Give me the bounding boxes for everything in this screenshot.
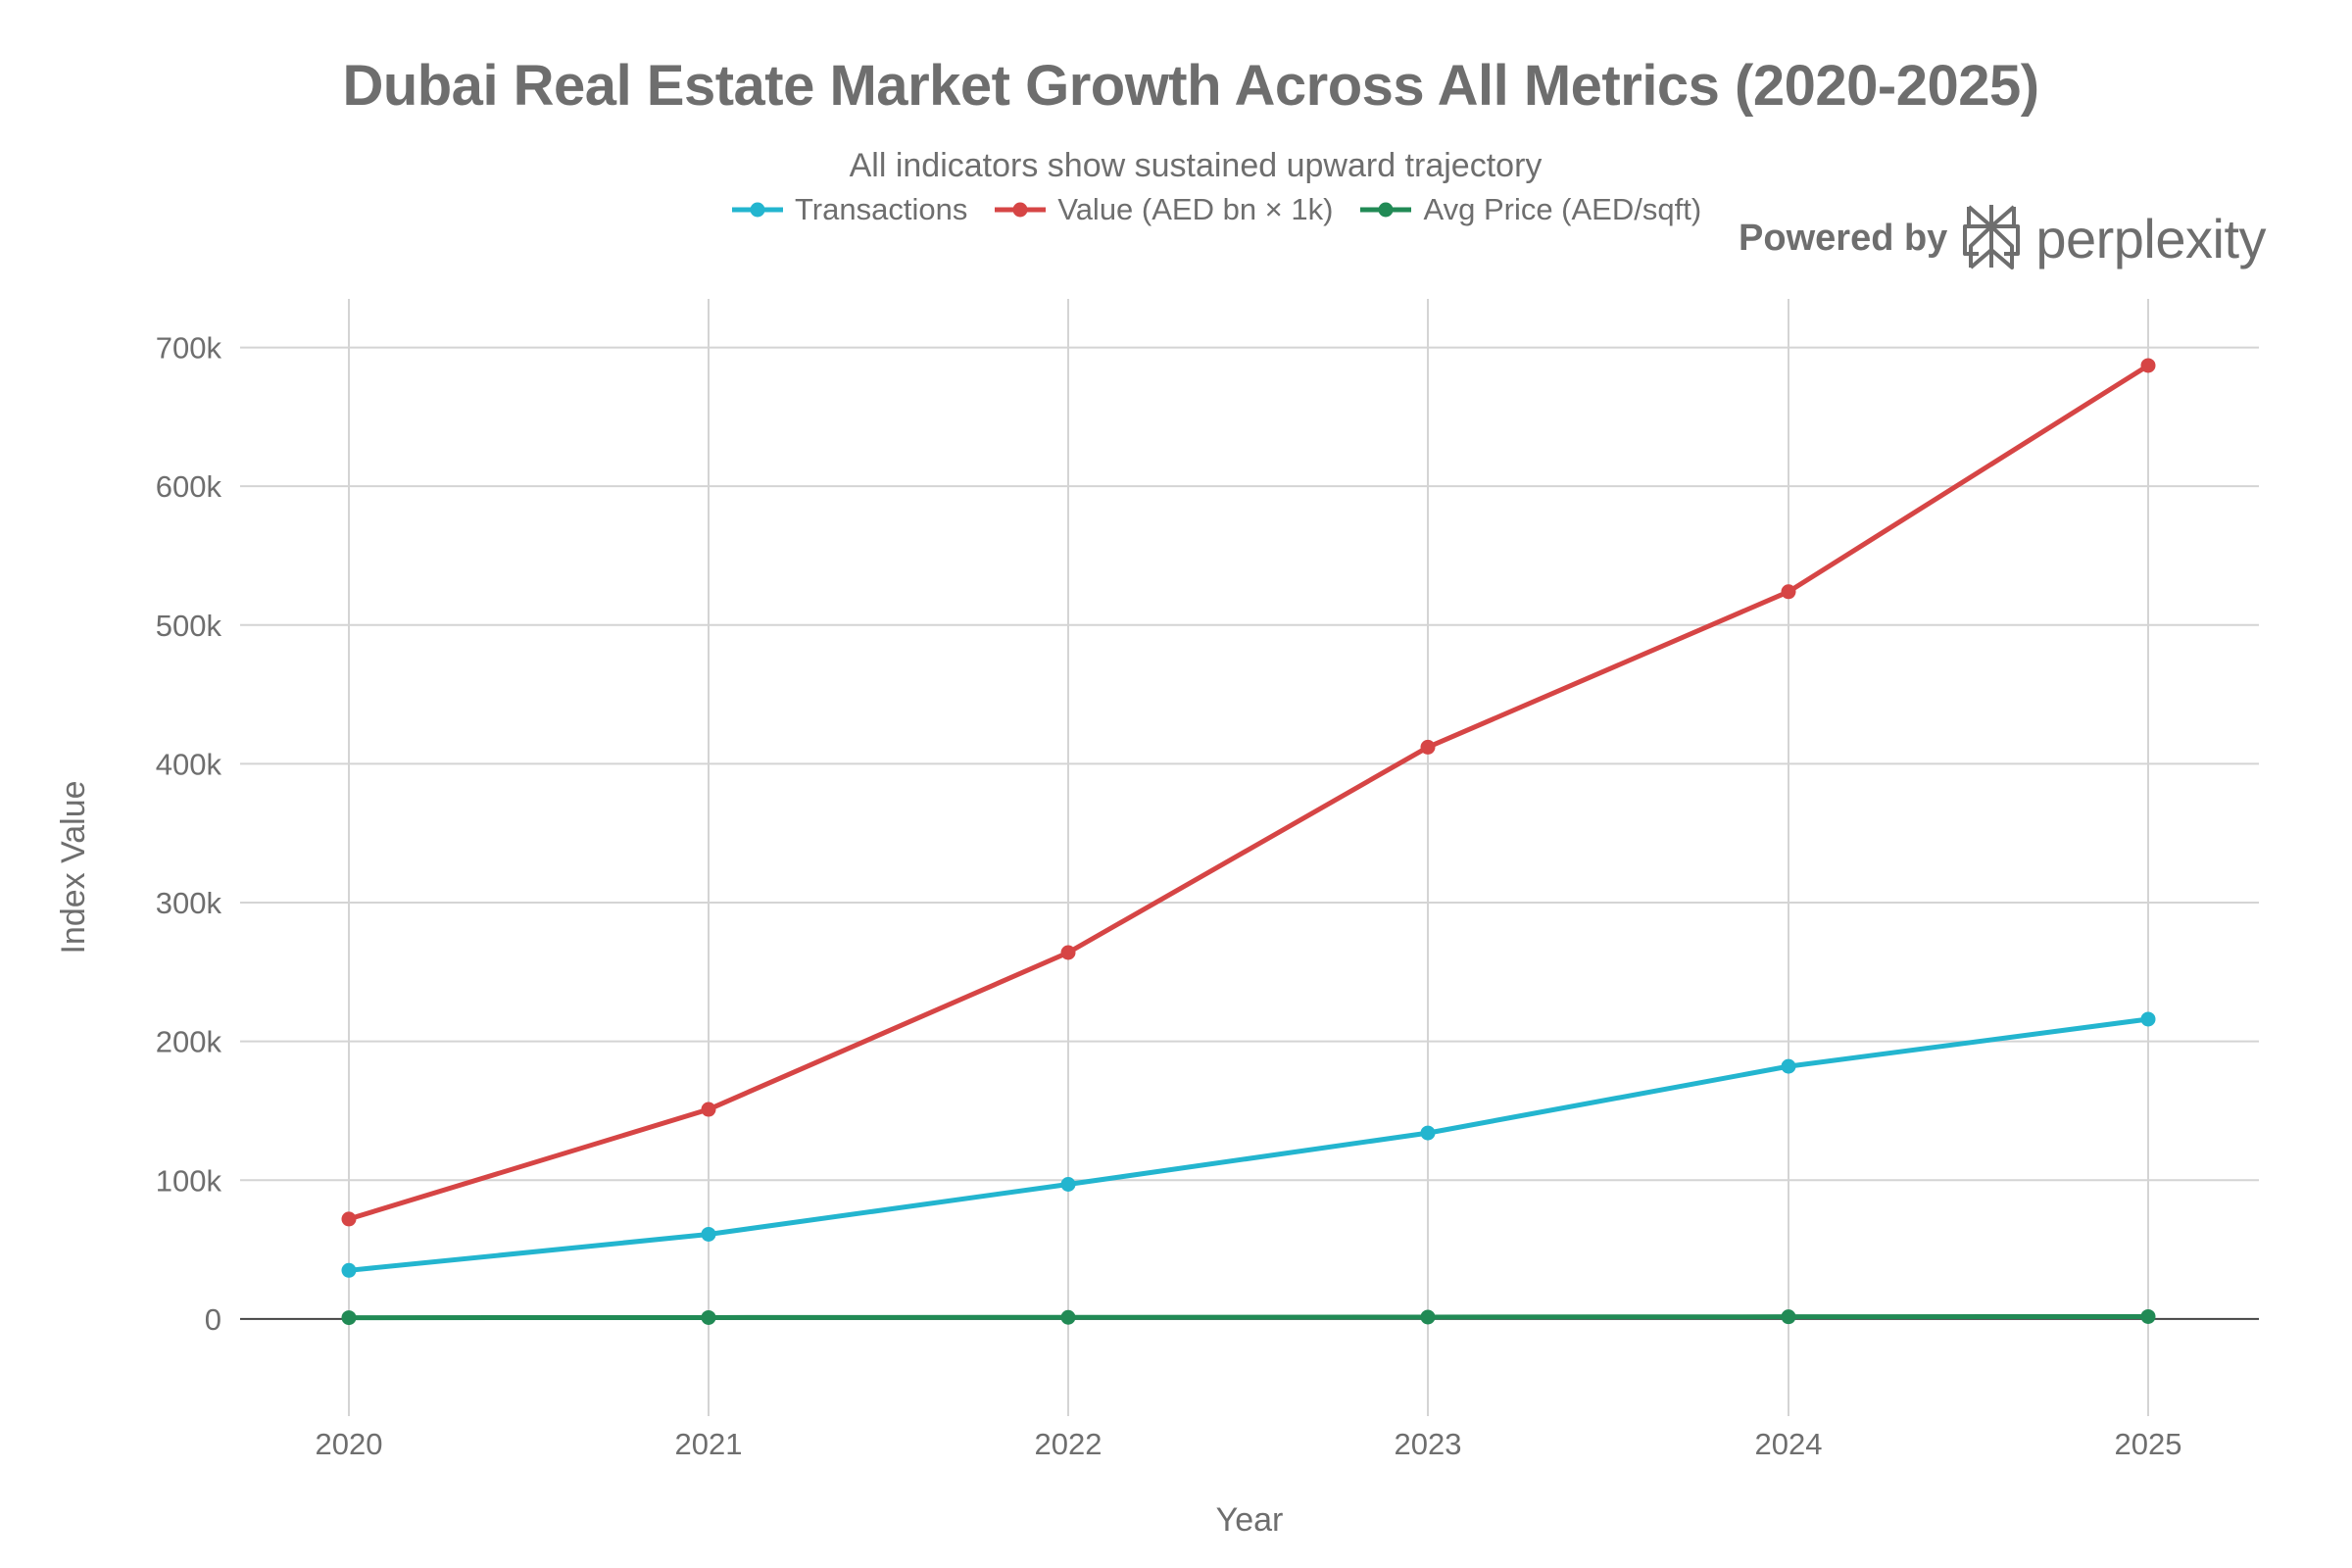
y-tick-label: 500k <box>156 609 222 643</box>
y-tick-label: 700k <box>156 331 222 366</box>
legend-swatch <box>1360 202 1412 218</box>
legend-item[interactable]: Transactions <box>730 192 967 227</box>
legend-item[interactable]: Avg Price (AED/sqft) <box>1358 192 1701 227</box>
data-point <box>341 1262 357 1278</box>
legend-label: Value (AED bn × 1k) <box>1057 192 1334 226</box>
legend-item[interactable]: Value (AED bn × 1k) <box>993 192 1333 227</box>
data-point <box>1781 584 1796 600</box>
data-point <box>701 1226 716 1242</box>
legend-label: Avg Price (AED/sqft) <box>1423 192 1702 226</box>
data-point <box>1781 1058 1796 1074</box>
x-tick-label: 2025 <box>2115 1427 2182 1461</box>
y-tick-label: 600k <box>156 469 222 504</box>
series-line-1 <box>346 363 2151 1222</box>
y-tick-label: 200k <box>156 1025 222 1059</box>
legend-swatch <box>995 202 1047 218</box>
data-point <box>1420 1125 1436 1141</box>
x-tick-label: 2022 <box>1035 1427 1102 1461</box>
x-tick-label: 2020 <box>316 1427 383 1461</box>
y-tick-label: 100k <box>156 1163 222 1198</box>
data-point <box>2140 1308 2156 1324</box>
data-point <box>1420 739 1436 755</box>
powered-by-label: Powered by <box>1739 218 1948 259</box>
x-axis-title: Year <box>1216 1501 1284 1539</box>
data-point <box>1420 1309 1436 1325</box>
data-point <box>701 1309 716 1325</box>
data-point <box>1060 1177 1076 1193</box>
series-line-2 <box>346 1313 2151 1321</box>
x-tick-label: 2021 <box>675 1427 743 1461</box>
x-tick-label: 2023 <box>1395 1427 1462 1461</box>
perplexity-logo-icon <box>1961 201 2022 276</box>
data-point <box>2140 1011 2156 1027</box>
series-line-0 <box>346 1016 2151 1273</box>
data-point <box>341 1310 357 1326</box>
y-tick-label: 400k <box>156 747 222 781</box>
y-tick-label: 0 <box>205 1302 221 1337</box>
legend-label: Transactions <box>795 192 968 226</box>
chart-title: Dubai Real Estate Market Growth Across A… <box>342 54 2039 118</box>
chart-legend: Transactions Value (AED bn × 1k) Avg Price… <box>730 192 1701 227</box>
data-point <box>1060 1309 1076 1325</box>
brand-watermark: Powered by perplexity <box>1739 201 2266 276</box>
legend-swatch <box>732 202 783 218</box>
y-tick-label: 300k <box>156 886 222 920</box>
y-axis-title: Index Value <box>55 780 92 954</box>
x-tick-label: 2024 <box>1755 1427 1823 1461</box>
perplexity-wordmark: perplexity <box>2035 208 2266 270</box>
data-point <box>701 1102 716 1117</box>
data-point <box>341 1211 357 1227</box>
chart-subtitle: All indicators show sustained upward tra… <box>849 147 1543 184</box>
data-point <box>1781 1309 1796 1325</box>
data-point <box>2140 358 2156 373</box>
data-point <box>1060 945 1076 960</box>
